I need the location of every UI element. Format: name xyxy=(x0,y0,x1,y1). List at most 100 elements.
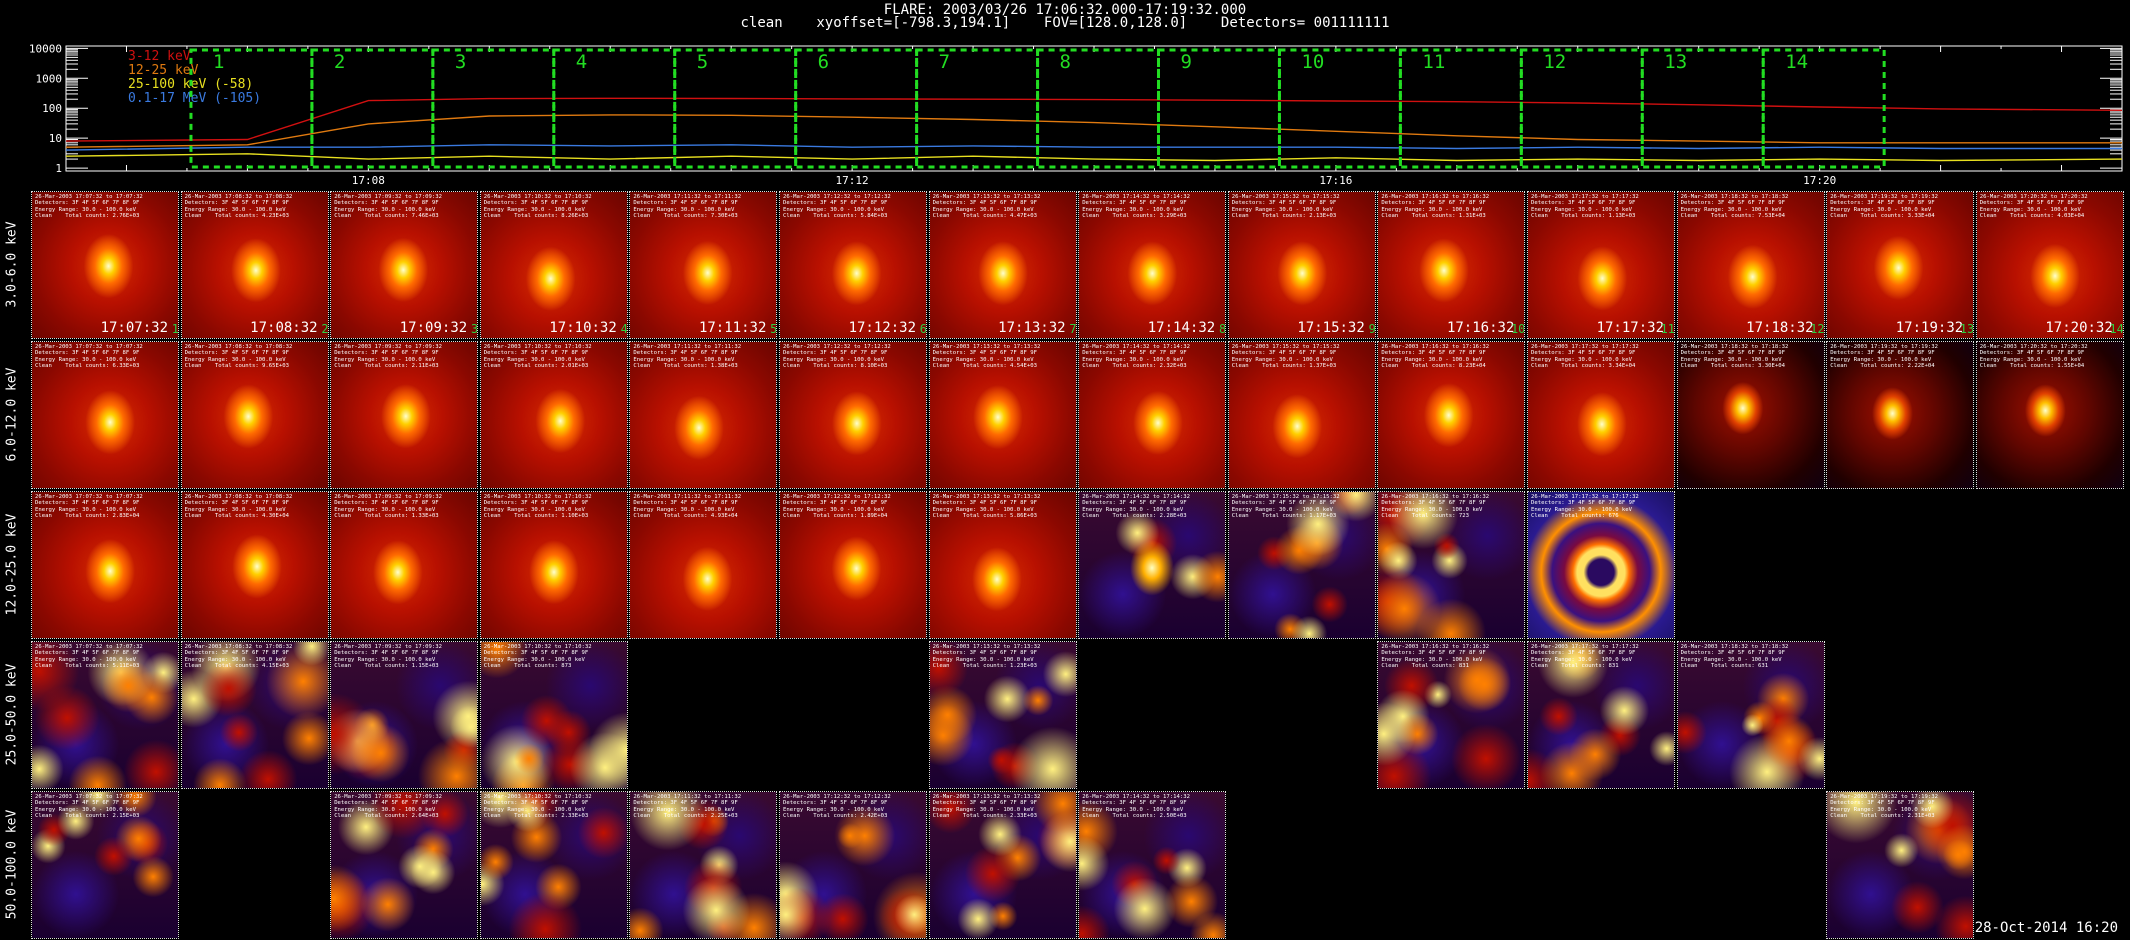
image-tile: 26-Mar-2003 17:10:32 to 17:10:32 Detecto… xyxy=(479,791,628,939)
tile-header: 26-Mar-2003 17:14:32 to 17:14:32 Detecto… xyxy=(1082,194,1190,220)
interval-label: 10 xyxy=(1301,51,1324,73)
image-tile: 26-Mar-2003 17:19:32 to 17:19:32 Detecto… xyxy=(1826,341,1975,489)
tile-index: 5 xyxy=(770,322,778,336)
tile-header: 26-Mar-2003 17:13:32 to 17:13:32 Detecto… xyxy=(932,194,1041,220)
tile-header: 26-Mar-2003 17:17:32 to 17:17:32 Detecto… xyxy=(1531,194,1639,220)
flare-image xyxy=(1079,192,1226,338)
tile-header: 26-Mar-2003 17:14:32 to 17:14:32 Detecto… xyxy=(1082,794,1190,820)
image-tile: 26-Mar-2003 17:07:32 to 17:07:32 Detecto… xyxy=(31,791,179,939)
image-tile: 26-Mar-2003 17:15:32 to 17:15:32 Detecto… xyxy=(1227,341,1376,489)
tile-index: 6 xyxy=(919,322,927,336)
flare-image xyxy=(32,342,178,488)
flare-image xyxy=(1528,642,1674,788)
row-label: 25.0-50.0 keV xyxy=(4,663,20,766)
tile-header: 26-Mar-2003 17:09:32 to 17:09:32 Detecto… xyxy=(334,644,442,670)
flare-image xyxy=(1528,342,1674,488)
flare-image xyxy=(780,342,926,488)
tile-header: 26-Mar-2003 17:09:32 to 17:09:32 Detecto… xyxy=(334,794,442,820)
tile-timestamp: 17:13:32 xyxy=(998,320,1066,336)
tile-header: 26-Mar-2003 17:13:32 to 17:13:32 Detecto… xyxy=(932,494,1041,520)
image-tile: 26-Mar-2003 17:13:32 to 17:13:32 Detecto… xyxy=(928,491,1077,639)
tile-header: 26-Mar-2003 17:19:32 to 17:19:32 Detecto… xyxy=(1830,794,1938,820)
tile-header: 26-Mar-2003 17:08:32 to 17:08:32 Detecto… xyxy=(184,494,293,520)
flare-image xyxy=(630,192,777,338)
interval-label: 2 xyxy=(334,51,345,73)
flare-image xyxy=(331,792,478,938)
flare-image xyxy=(1378,192,1525,338)
flare-image xyxy=(929,342,1076,488)
row-label: 6.0-12.0 keV xyxy=(4,367,20,462)
flare-image xyxy=(1228,492,1375,638)
interval-box xyxy=(673,48,798,169)
image-tile: 26-Mar-2003 17:17:32 to 17:17:32 Detecto… xyxy=(1527,491,1675,639)
tile-header: 26-Mar-2003 17:10:32 to 17:10:32 Detecto… xyxy=(483,794,592,820)
tile-index: 13 xyxy=(1959,322,1975,336)
tile-header: 26-Mar-2003 17:15:32 to 17:15:32 Detecto… xyxy=(1231,194,1340,220)
interval-box xyxy=(1036,48,1161,169)
image-tile: 26-Mar-2003 17:07:32 to 17:07:32 Detecto… xyxy=(31,641,179,789)
y-tick-label: 100 xyxy=(42,102,62,115)
plot-title: FLARE: 2003/03/26 17:06:32.000-17:19:32.… xyxy=(883,2,1247,18)
flare-image xyxy=(1228,342,1375,488)
x-tick-label: 17:16 xyxy=(1319,174,1352,187)
tile-header: 26-Mar-2003 17:19:32 to 17:19:32 Detecto… xyxy=(1830,194,1938,220)
image-tile: 26-Mar-2003 17:16:32 to 17:16:32 Detecto… xyxy=(1377,641,1526,789)
interval-box xyxy=(1157,48,1281,169)
tile-header: 26-Mar-2003 17:07:32 to 17:07:32 Detecto… xyxy=(35,794,143,820)
flare-image xyxy=(32,492,178,638)
flare-image xyxy=(1976,192,2123,338)
y-tick-label: 1000 xyxy=(36,72,63,85)
tile-index: 9 xyxy=(1368,322,1376,336)
image-tile: 26-Mar-2003 17:10:32 to 17:10:32 Detecto… xyxy=(479,341,628,489)
tile-header: 26-Mar-2003 17:12:32 to 17:12:32 Detecto… xyxy=(783,344,891,370)
interval-box xyxy=(1398,48,1523,169)
flare-image xyxy=(780,792,926,938)
interval-box xyxy=(1277,48,1402,169)
tile-header: 26-Mar-2003 17:10:32 to 17:10:32 Detecto… xyxy=(483,494,592,520)
flare-image xyxy=(630,342,777,488)
flare-image xyxy=(480,342,627,488)
image-tile: 26-Mar-2003 17:19:32 to 17:19:32 Detecto… xyxy=(1826,191,1975,339)
tile-index: 3 xyxy=(470,322,479,336)
flare-image xyxy=(1827,192,1974,338)
image-tile: 26-Mar-2003 17:20:32 to 17:20:32 Detecto… xyxy=(1975,341,2124,489)
tile-header: 26-Mar-2003 17:16:32 to 17:16:32 Detecto… xyxy=(1381,644,1490,670)
flare-image xyxy=(331,192,478,338)
flare-image xyxy=(1079,342,1226,488)
image-tile: 26-Mar-2003 17:07:32 to 17:07:32 Detecto… xyxy=(31,491,179,639)
image-tile: 26-Mar-2003 17:14:32 to 17:14:32 Detecto… xyxy=(1078,791,1227,939)
flare-image xyxy=(929,192,1076,338)
image-tile: 26-Mar-2003 17:08:32 to 17:08:32 Detecto… xyxy=(180,491,329,639)
image-tile: 26-Mar-2003 17:08:32 to 17:08:32 Detecto… xyxy=(180,641,329,789)
interval-label: 11 xyxy=(1422,51,1445,73)
interval-label: 14 xyxy=(1785,51,1808,73)
flare-image xyxy=(1827,342,1974,488)
image-tile: 26-Mar-2003 17:13:32 to 17:13:32 Detecto… xyxy=(928,191,1077,339)
flare-image xyxy=(1378,342,1525,488)
image-tile: 26-Mar-2003 17:18:32 to 17:18:32 Detecto… xyxy=(1676,191,1825,339)
tile-header: 26-Mar-2003 17:12:32 to 17:12:32 Detecto… xyxy=(783,794,891,820)
tile-header: 26-Mar-2003 17:09:32 to 17:09:32 Detecto… xyxy=(334,344,442,370)
tile-header: 26-Mar-2003 17:07:32 to 17:07:32 Detecto… xyxy=(35,194,143,220)
interval-label: 3 xyxy=(455,51,466,73)
tile-timestamp: 17:08:32 xyxy=(250,320,318,336)
flare-image xyxy=(181,342,328,488)
image-tile: 26-Mar-2003 17:19:32 to 17:19:32 Detecto… xyxy=(1826,791,1975,939)
image-tile: 26-Mar-2003 17:16:32 to 17:16:32 Detecto… xyxy=(1377,191,1526,339)
tile-header: 26-Mar-2003 17:09:32 to 17:09:32 Detecto… xyxy=(334,494,442,520)
tile-header: 26-Mar-2003 17:11:32 to 17:11:32 Detecto… xyxy=(633,194,742,220)
flare-image xyxy=(1228,192,1375,338)
interval-box xyxy=(1519,48,1644,169)
flare-image xyxy=(780,192,926,338)
image-tile: 26-Mar-2003 17:14:32 to 17:14:32 Detecto… xyxy=(1078,491,1227,639)
interval-label: 5 xyxy=(697,51,708,73)
interval-box xyxy=(1640,48,1765,169)
flare-image xyxy=(331,642,478,788)
tile-header: 26-Mar-2003 17:16:32 to 17:16:32 Detecto… xyxy=(1381,494,1490,520)
image-tile: 26-Mar-2003 17:10:32 to 17:10:32 Detecto… xyxy=(479,641,628,789)
tile-header: 26-Mar-2003 17:13:32 to 17:13:32 Detecto… xyxy=(932,794,1041,820)
flare-image xyxy=(929,492,1076,638)
y-tick-label: 10 xyxy=(49,132,62,145)
tile-header: 26-Mar-2003 17:17:32 to 17:17:32 Detecto… xyxy=(1531,494,1639,520)
tile-header: 26-Mar-2003 17:10:32 to 17:10:32 Detecto… xyxy=(483,194,592,220)
